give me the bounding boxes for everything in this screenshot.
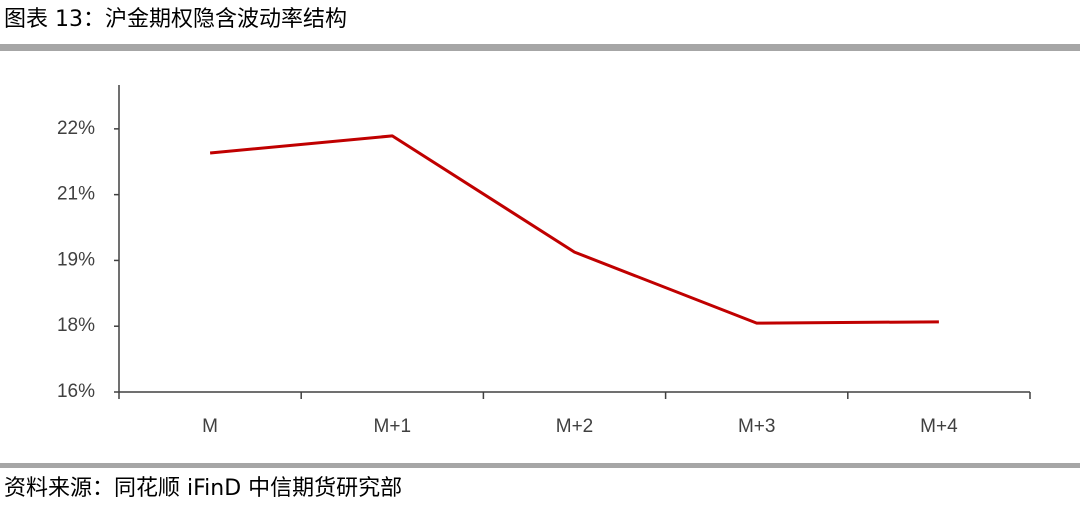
x-tick-label: M+3 — [738, 416, 776, 437]
x-tick-label: M — [202, 416, 218, 437]
y-tick-label: 16% — [57, 381, 95, 402]
x-tick-label: M+4 — [920, 416, 958, 437]
data-line — [209, 134, 939, 325]
chart-title: 图表 13：沪金期权隐含波动率结构 — [4, 7, 347, 32]
y-tick-label: 22% — [57, 118, 95, 139]
source-note: 资料来源：同花顺 iFinD 中信期货研究部 — [4, 476, 402, 501]
x-tick-label: M+1 — [374, 416, 412, 437]
source-rule — [0, 463, 1080, 468]
y-tick-label: 18% — [57, 315, 95, 336]
x-tick-label: M+2 — [556, 416, 594, 437]
y-tick-label: 21% — [57, 184, 95, 205]
title-rule — [0, 44, 1080, 51]
y-tick-label: 19% — [57, 249, 95, 270]
